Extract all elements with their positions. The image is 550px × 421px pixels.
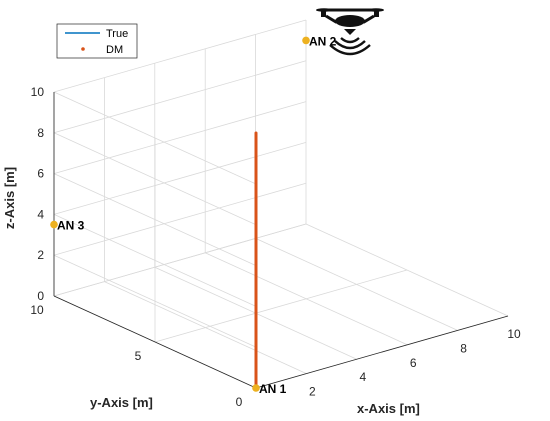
- sidewall-gridline-z: [53, 214, 257, 307]
- anchor-label: AN 2: [309, 34, 337, 48]
- z-tick-label: 4: [37, 207, 44, 221]
- anchor-layer: AN 1 AN 2 AN 3: [50, 34, 337, 396]
- anchor-label: AN 3: [57, 219, 85, 233]
- z-tick-label: 0: [37, 289, 44, 303]
- z-tick-label: 8: [37, 126, 44, 140]
- x-tick-label: 2: [309, 385, 316, 399]
- sidewall-gridline-z: [53, 91, 257, 185]
- legend-label-true: True: [106, 28, 128, 40]
- y-axis-label: y-Axis [m]: [90, 395, 153, 410]
- backwall-gridline-z: [53, 60, 307, 134]
- floor-gridline-y: [154, 269, 408, 343]
- anchor-marker: [302, 36, 310, 45]
- y-tick-label: 10: [30, 303, 44, 317]
- legend-swatch-dm: [81, 47, 85, 51]
- y-axis-line: [53, 295, 257, 389]
- x-tick-label: 6: [410, 356, 417, 370]
- legend: True DM: [56, 23, 138, 59]
- sidewall-gridline-z: [53, 132, 257, 226]
- drone-signal-icon: [316, 8, 384, 56]
- y-tick-label: 0: [236, 395, 243, 409]
- anchor-label: AN 1: [259, 382, 287, 396]
- sidewall-gridline-z: [53, 173, 257, 266]
- legend-label-dm: DM: [106, 44, 123, 56]
- backwall-gridline-z: [53, 19, 307, 93]
- backwall-gridline-z: [53, 142, 307, 215]
- z-axis-label: z-Axis [m]: [2, 167, 17, 229]
- sidewall-gridline-z: [53, 254, 257, 348]
- backwall-gridline-z: [53, 223, 307, 297]
- y-tick-label: 5: [135, 349, 142, 363]
- backwall-gridline-z: [53, 182, 307, 256]
- z-tick-label: 10: [31, 85, 45, 99]
- legend-box: [56, 23, 138, 59]
- x-tick-label: 10: [507, 327, 521, 341]
- axis-lines: [53, 92, 509, 389]
- z-tick-label: 6: [37, 167, 44, 181]
- z-tick-label: 2: [37, 248, 44, 262]
- backwall-gridline-z: [53, 101, 307, 174]
- anchor-marker: [50, 220, 58, 229]
- x-axis-line: [255, 315, 509, 389]
- x-axis-label: x-Axis [m]: [357, 401, 420, 416]
- x-tick-label: 8: [460, 341, 467, 355]
- anchor-marker: [252, 384, 260, 392]
- x-tick-label: 4: [359, 370, 366, 384]
